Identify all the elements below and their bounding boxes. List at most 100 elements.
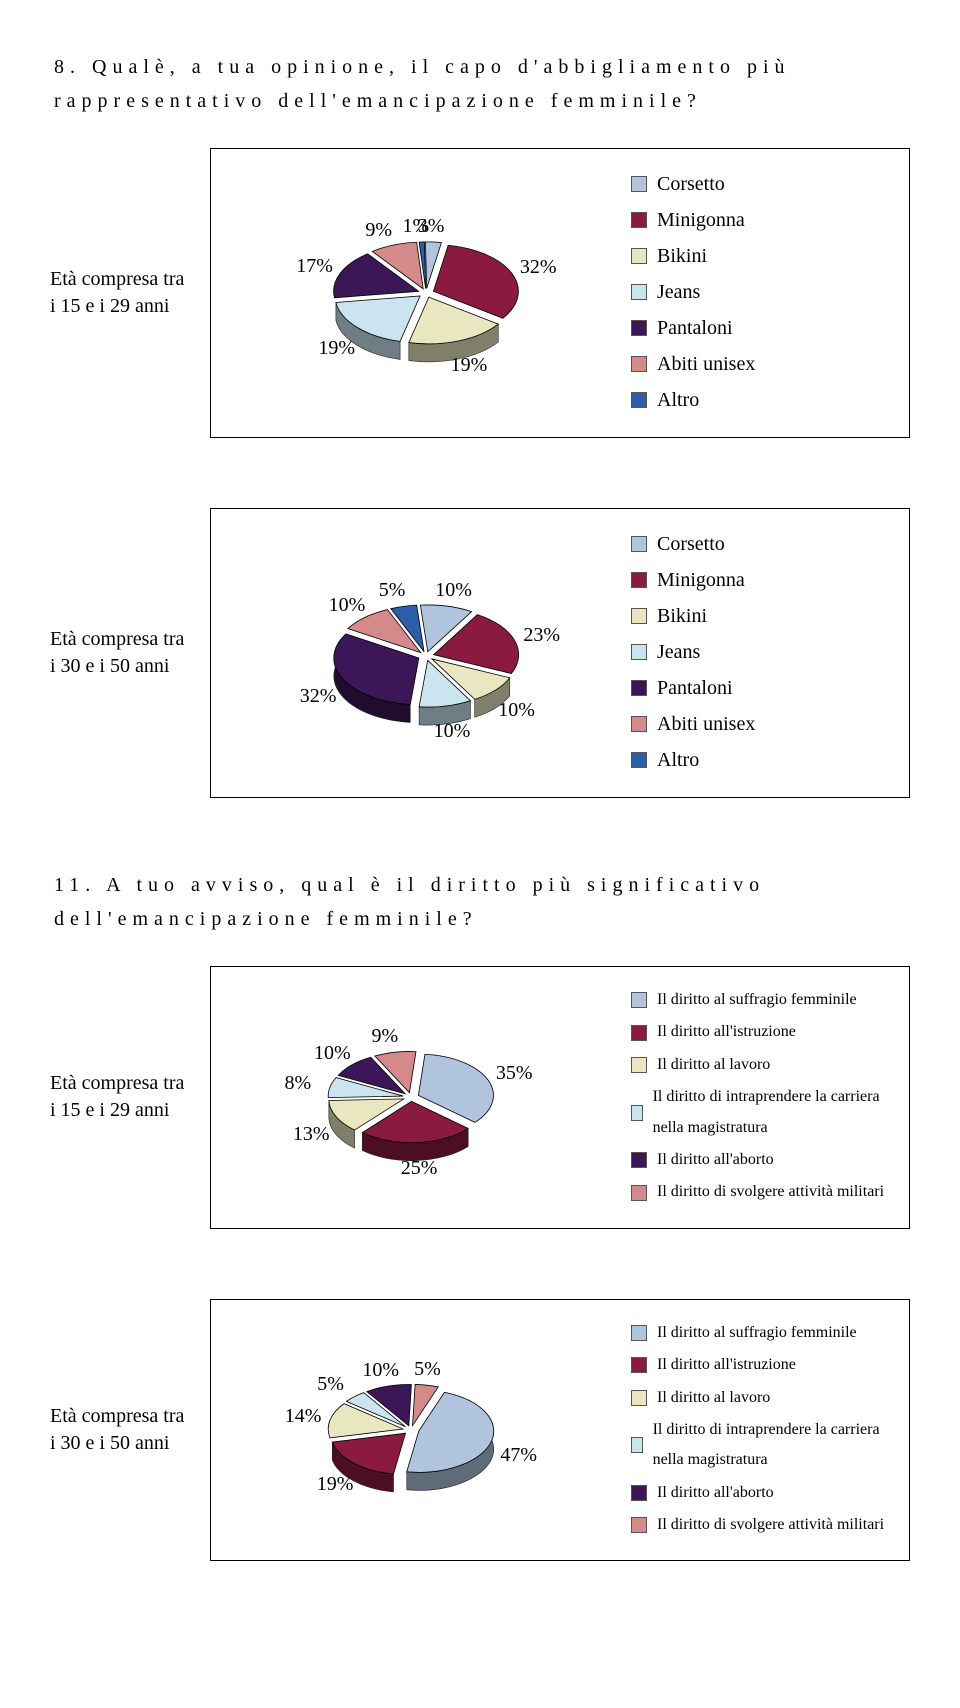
chart-box: 47%19%14%5%10%5% Il diritto al suffragio… xyxy=(210,1299,910,1562)
legend-item: Pantaloni xyxy=(631,671,755,705)
legend-label: Minigonna xyxy=(657,203,745,237)
chart-row-q8b: Età compresa tra i 30 e i 50 anni 10%23%… xyxy=(50,508,910,798)
legend-item: Corsetto xyxy=(631,527,755,561)
legend-swatch xyxy=(631,392,647,408)
legend-label: Il diritto al lavoro xyxy=(657,1050,770,1080)
legend-swatch xyxy=(631,680,647,696)
chart-row-q8a: Età compresa tra i 15 e i 29 anni 32% 19%… xyxy=(50,148,910,438)
legend-item: Il diritto al lavoro xyxy=(631,1050,889,1080)
pie-slice-label: 5% xyxy=(414,1358,441,1381)
chart-side-label: Età compresa tra i 30 e i 50 anni xyxy=(50,626,190,680)
legend-label: Bikini xyxy=(657,599,707,633)
pie-slice-label: 17% xyxy=(296,255,333,278)
legend-item: Bikini xyxy=(631,239,755,273)
pie-slice-label: 32% xyxy=(520,256,557,279)
legend-item: Il diritto all'aborto xyxy=(631,1145,889,1175)
chart-row-q11b: Età compresa tra i 30 e i 50 anni 47%19%… xyxy=(50,1299,910,1562)
legend-item: Il diritto all'aborto xyxy=(631,1478,889,1508)
legend-item: Il diritto di intraprendere la carriera … xyxy=(631,1415,889,1476)
legend-swatch xyxy=(631,356,647,372)
legend-item: Il diritto al suffragio femminile xyxy=(631,985,889,1015)
legend-item: Il diritto al suffragio femminile xyxy=(631,1318,889,1348)
legend-swatch xyxy=(631,992,647,1008)
legend-swatch xyxy=(631,320,647,336)
chart-legend: CorsettoMinigonnaBikiniJeansPantaloniAbi… xyxy=(631,167,755,419)
legend-label: Il diritto all'istruzione xyxy=(657,1017,796,1047)
legend-swatch xyxy=(631,1105,643,1121)
chart-side-label: Età compresa tra i 15 e i 29 anni xyxy=(50,266,190,320)
legend-label: Bikini xyxy=(657,239,707,273)
legend-swatch xyxy=(631,1025,647,1041)
legend-label: Il diritto al suffragio femminile xyxy=(657,1318,857,1348)
pie-slice-label: 10% xyxy=(498,699,535,722)
legend-label: Altro xyxy=(657,743,699,777)
pie-slice-label: 9% xyxy=(365,219,392,242)
legend-item: Il diritto al lavoro xyxy=(631,1383,889,1413)
legend-item: Il diritto di svolgere attività militari xyxy=(631,1177,889,1207)
chart-legend: CorsettoMinigonnaBikiniJeansPantaloniAbi… xyxy=(631,527,755,779)
legend-swatch xyxy=(631,176,647,192)
pie-chart: 35%25%13%8%10%9% xyxy=(231,997,601,1197)
legend-label: Il diritto all'aborto xyxy=(657,1145,774,1175)
pie-chart: 10%23%10%10%32%10%5% xyxy=(231,538,601,768)
legend-item: Abiti unisex xyxy=(631,347,755,381)
legend-swatch xyxy=(631,284,647,300)
legend-label: Jeans xyxy=(657,275,700,309)
legend-label: Abiti unisex xyxy=(657,347,755,381)
chart-box: 35%25%13%8%10%9% Il diritto al suffragio… xyxy=(210,966,910,1229)
pie-slice-label: 35% xyxy=(496,1062,533,1085)
legend-item: Il diritto di intraprendere la carriera … xyxy=(631,1082,889,1143)
legend-item: Minigonna xyxy=(631,563,755,597)
pie-chart: 47%19%14%5%10%5% xyxy=(231,1330,601,1530)
legend-label: Il diritto al lavoro xyxy=(657,1383,770,1413)
legend-label: Pantaloni xyxy=(657,671,733,705)
legend-swatch xyxy=(631,536,647,552)
legend-swatch xyxy=(631,1325,647,1341)
legend-swatch xyxy=(631,1185,647,1201)
pie-slice-label: 32% xyxy=(300,685,337,708)
chart-legend: Il diritto al suffragio femminileIl diri… xyxy=(631,1318,889,1543)
legend-item: Abiti unisex xyxy=(631,707,755,741)
legend-swatch xyxy=(631,716,647,732)
pie-slice-label: 47% xyxy=(500,1444,537,1467)
legend-item: Pantaloni xyxy=(631,311,755,345)
legend-item: Corsetto xyxy=(631,167,755,201)
pie-slice-label: 10% xyxy=(435,579,472,602)
legend-item: Il diritto all'istruzione xyxy=(631,1017,889,1047)
legend-swatch xyxy=(631,1152,647,1168)
pie-slice-label: 9% xyxy=(371,1025,398,1048)
pie-slice-label: 19% xyxy=(318,337,355,360)
legend-label: Il diritto all'aborto xyxy=(657,1478,774,1508)
chart-legend: Il diritto al suffragio femminileIl diri… xyxy=(631,985,889,1210)
pie-slice-label: 14% xyxy=(285,1405,322,1428)
pie-slice-label: 3% xyxy=(418,215,445,238)
chart-side-label: Età compresa tra i 30 e i 50 anni xyxy=(50,1403,190,1457)
legend-label: Il diritto di intraprendere la carriera … xyxy=(653,1415,889,1476)
legend-item: Il diritto di svolgere attività militari xyxy=(631,1510,889,1540)
legend-label: Il diritto di svolgere attività militari xyxy=(657,1510,884,1540)
legend-swatch xyxy=(631,572,647,588)
legend-swatch xyxy=(631,1517,647,1533)
legend-swatch xyxy=(631,248,647,264)
legend-label: Pantaloni xyxy=(657,311,733,345)
legend-swatch xyxy=(631,752,647,768)
legend-label: Il diritto al suffragio femminile xyxy=(657,985,857,1015)
chart-box: 10%23%10%10%32%10%5% CorsettoMinigonnaBi… xyxy=(210,508,910,798)
legend-label: Il diritto di svolgere attività militari xyxy=(657,1177,884,1207)
legend-item: Il diritto all'istruzione xyxy=(631,1350,889,1380)
question-8-heading: 8. Qualè, a tua opinione, il capo d'abbi… xyxy=(50,50,910,118)
pie-slice-label: 8% xyxy=(285,1072,312,1095)
legend-swatch xyxy=(631,1437,643,1453)
legend-label: Minigonna xyxy=(657,563,745,597)
legend-swatch xyxy=(631,212,647,228)
pie-slice-label: 10% xyxy=(362,1359,399,1382)
pie-slice-label: 10% xyxy=(329,594,366,617)
legend-swatch xyxy=(631,1357,647,1373)
legend-label: Corsetto xyxy=(657,527,725,561)
pie-slice-label: 13% xyxy=(293,1123,330,1146)
legend-item: Jeans xyxy=(631,635,755,669)
pie-slice-label: 19% xyxy=(451,354,488,377)
legend-label: Jeans xyxy=(657,635,700,669)
pie-slice-label: 5% xyxy=(379,579,406,602)
legend-item: Jeans xyxy=(631,275,755,309)
